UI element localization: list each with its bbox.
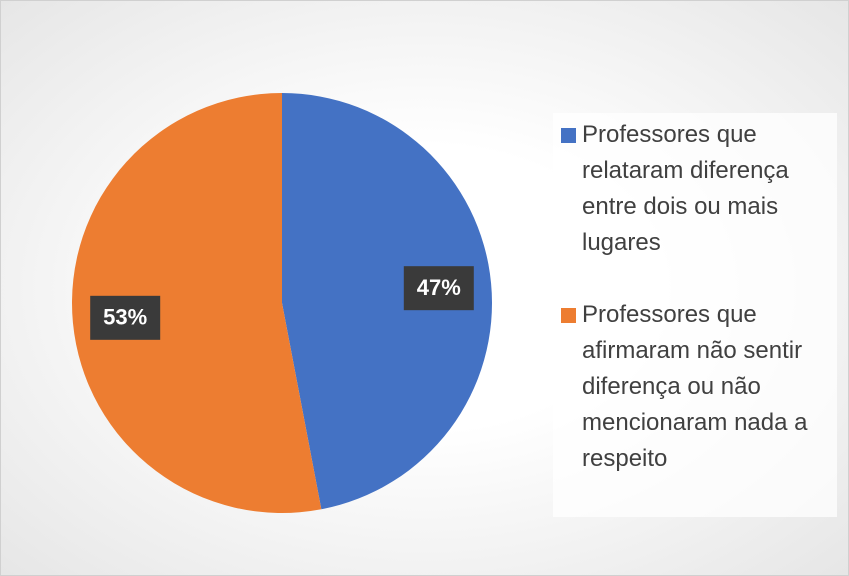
legend-label: Professores que relataram diferença entr… [582,121,789,256]
label-box [90,295,161,340]
pie-slice [72,93,322,513]
legend: Professores que relataram diferença entr… [553,113,837,517]
data-label: 47% [417,275,461,300]
legend-swatch [561,308,576,323]
label-box [403,266,474,311]
data-label: 53% [103,305,147,330]
legend-label: Professores que afirmaram não sentir dif… [582,301,808,472]
legend-swatch [561,128,576,143]
legend-item: Professores que afirmaram não sentir dif… [561,297,829,477]
legend-item: Professores que relataram diferença entr… [561,117,829,261]
pie-slice [282,93,493,510]
